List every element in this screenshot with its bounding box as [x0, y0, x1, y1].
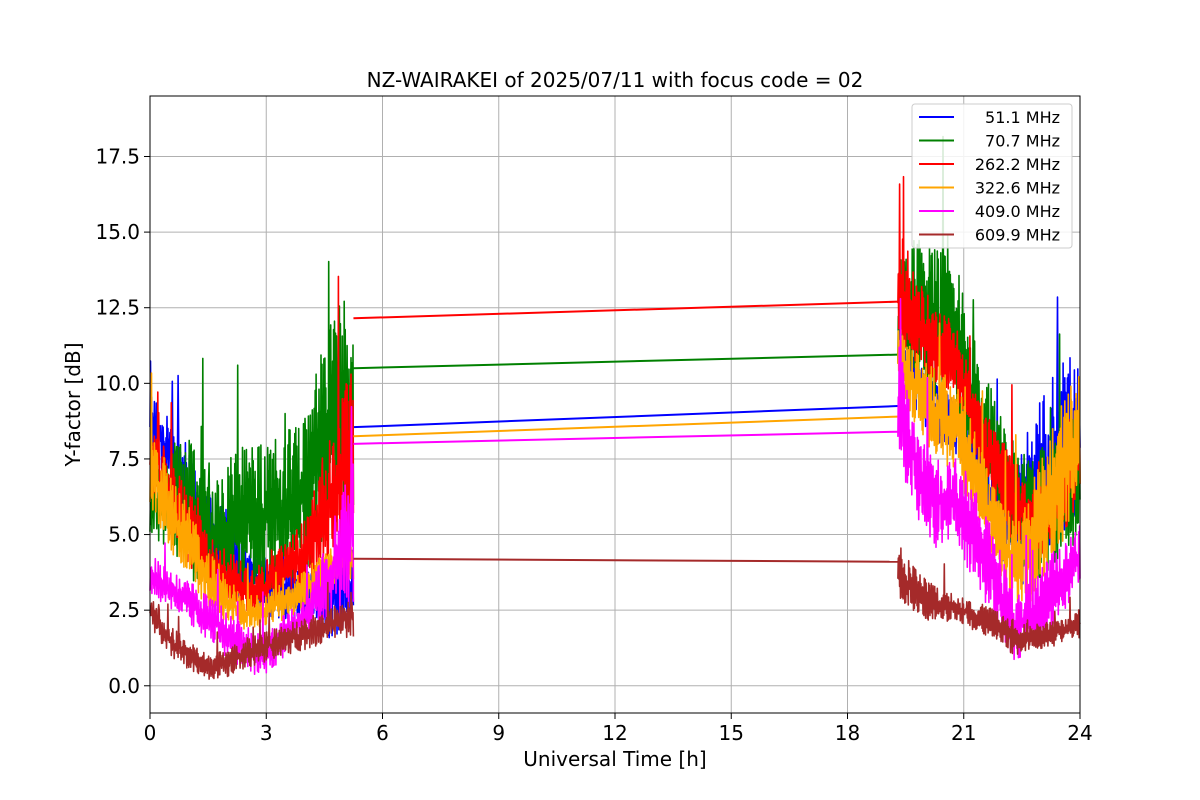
chart-title: NZ-WAIRAKEI of 2025/07/11 with focus cod… — [367, 68, 864, 92]
series-line-evening — [897, 175, 1081, 562]
series-gap-line — [353, 405, 898, 429]
y-tick-label: 12.5 — [95, 296, 140, 320]
x-tick-label: 6 — [376, 721, 389, 745]
x-tick-label: 24 — [1067, 721, 1092, 745]
series-gap-line — [353, 300, 898, 320]
legend-label: 322.6 MHz — [975, 179, 1060, 198]
x-tick-label: 3 — [260, 721, 273, 745]
series-layer — [149, 135, 1081, 680]
series-line-evening — [897, 297, 1081, 661]
series-line-evening — [897, 547, 1081, 655]
y-tick-label: 0.0 — [108, 674, 140, 698]
x-tick-label: 18 — [835, 721, 860, 745]
series-gap-line — [353, 430, 898, 445]
y-tick-label: 15.0 — [95, 220, 140, 244]
legend: 51.1 MHz 70.7 MHz 262.2 MHz 322.6 MHz 409.0 … — [911, 103, 1073, 249]
legend-label: 609.9 MHz — [975, 226, 1060, 245]
x-tick-label: 9 — [492, 721, 505, 745]
y-tick-label: 10.0 — [95, 371, 140, 395]
x-tick-label: 15 — [719, 721, 744, 745]
series-line-morning — [149, 581, 355, 680]
series-gap-line — [353, 353, 898, 370]
series-5 — [149, 547, 1081, 680]
x-tick-label: 12 — [602, 721, 627, 745]
x-tick-label: 0 — [144, 721, 157, 745]
y-axis-label: Y-factor [dB] — [61, 342, 85, 467]
y-tick-label: 17.5 — [95, 144, 140, 168]
y-tick-label: 2.5 — [108, 598, 140, 622]
series-gap-line — [353, 415, 898, 438]
legend-label: 70.7 MHz — [985, 132, 1060, 151]
legend-label: 262.2 MHz — [975, 155, 1060, 174]
y-tick-label: 5.0 — [108, 523, 140, 547]
legend-label: 409.0 MHz — [975, 202, 1060, 221]
x-tick-label: 21 — [951, 721, 976, 745]
x-axis-label: Universal Time [h] — [523, 747, 706, 771]
series-gap-line — [353, 557, 898, 563]
legend-label: 51.1 MHz — [985, 108, 1060, 127]
axis-ticks: 0 3 6 9 12 15 18 21 24 0.0 2.5 5.0 7.5 10.0 12.5 15.0 17… — [95, 144, 1092, 745]
y-tick-label: 7.5 — [108, 447, 140, 471]
